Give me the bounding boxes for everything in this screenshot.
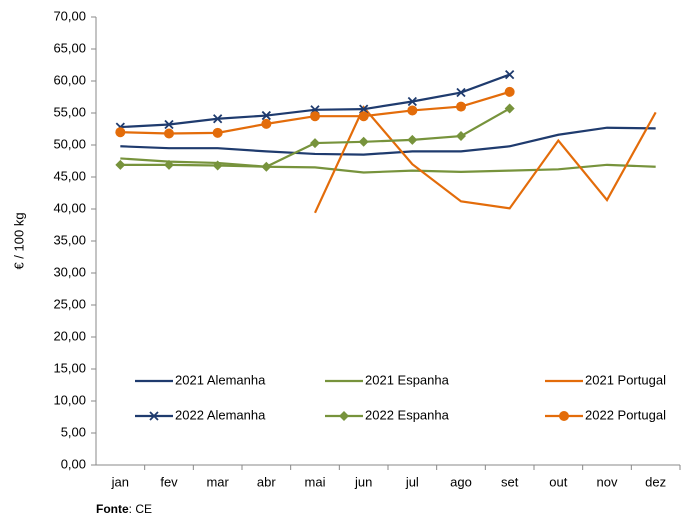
data-point — [310, 138, 320, 149]
x-tick-label: set — [501, 474, 519, 489]
series-line — [120, 157, 656, 174]
x-tick-label: jul — [405, 474, 419, 489]
x-tick-label: mai — [305, 474, 326, 489]
y-axis-label: € / 100 kg — [11, 212, 26, 269]
legend-label: 2022 Portugal — [585, 407, 666, 422]
data-point — [261, 161, 272, 172]
y-tick-label: 35,00 — [53, 232, 86, 247]
data-point — [505, 69, 515, 80]
y-tick-label: 15,00 — [53, 360, 86, 375]
legend-marker — [559, 411, 569, 421]
data-point — [164, 128, 174, 139]
source-note: Fonte: CE — [96, 502, 152, 516]
data-point — [115, 127, 126, 138]
data-point — [115, 159, 126, 170]
data-point — [358, 136, 369, 147]
data-point — [504, 86, 515, 97]
data-point — [456, 131, 466, 142]
x-tick-label: nov — [597, 474, 618, 489]
y-tick-label: 5,00 — [61, 424, 86, 439]
data-point — [164, 159, 174, 170]
source-text: : CE — [129, 502, 152, 516]
y-tick-label: 30,00 — [53, 264, 86, 279]
data-point — [504, 103, 515, 114]
data-point — [213, 114, 223, 124]
x-tick-label: jan — [111, 474, 129, 489]
x-tick-label: ago — [450, 474, 472, 489]
data-point — [212, 160, 223, 171]
legend-label: 2022 Alemanha — [175, 407, 266, 422]
y-tick-label: 25,00 — [53, 296, 86, 311]
data-point — [261, 110, 271, 121]
legend-label: 2021 Portugal — [585, 372, 666, 387]
legend-label: 2022 Espanha — [365, 407, 450, 422]
data-point — [261, 118, 272, 129]
data-point — [359, 104, 369, 114]
data-point — [456, 101, 466, 112]
y-tick-label: 20,00 — [53, 328, 86, 343]
x-tick-label: abr — [257, 474, 276, 489]
y-tick-label: 50,00 — [53, 136, 86, 151]
source-label: Fonte — [96, 502, 129, 516]
legend-marker — [149, 411, 159, 421]
data-point — [407, 105, 418, 116]
y-tick-label: 70,00 — [53, 8, 86, 23]
series-line — [120, 126, 656, 156]
y-tick-label: 10,00 — [53, 392, 86, 407]
x-tick-label: out — [549, 474, 567, 489]
data-point — [456, 87, 466, 98]
y-tick-label: 65,00 — [53, 40, 86, 55]
x-tick-label: dez — [645, 474, 666, 489]
x-tick-label: fev — [160, 474, 178, 489]
data-point — [358, 111, 369, 122]
data-point — [310, 111, 320, 122]
x-tick-label: jun — [354, 474, 372, 489]
y-tick-label: 55,00 — [53, 104, 86, 119]
y-tick-label: 0,00 — [61, 456, 86, 471]
data-point — [407, 134, 418, 145]
y-tick-label: 60,00 — [53, 72, 86, 87]
series-line — [314, 105, 657, 214]
legend-label: 2021 Alemanha — [175, 372, 266, 387]
data-point — [407, 96, 417, 107]
legend-marker — [339, 411, 349, 421]
y-tick-label: 45,00 — [53, 168, 86, 183]
legend-label: 2021 Espanha — [365, 372, 450, 387]
data-point — [212, 127, 223, 138]
x-tick-label: mar — [206, 474, 229, 489]
data-point — [164, 119, 174, 130]
y-tick-label: 40,00 — [53, 200, 86, 215]
